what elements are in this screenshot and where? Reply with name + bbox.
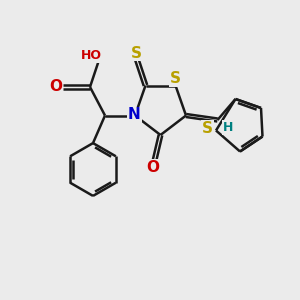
Text: H: H [223, 121, 233, 134]
Text: S: S [170, 71, 181, 86]
Text: N: N [128, 107, 141, 122]
Text: HO: HO [81, 49, 102, 62]
Text: S: S [202, 121, 213, 136]
Text: O: O [146, 160, 160, 175]
Text: O: O [49, 79, 62, 94]
Text: S: S [131, 46, 142, 61]
